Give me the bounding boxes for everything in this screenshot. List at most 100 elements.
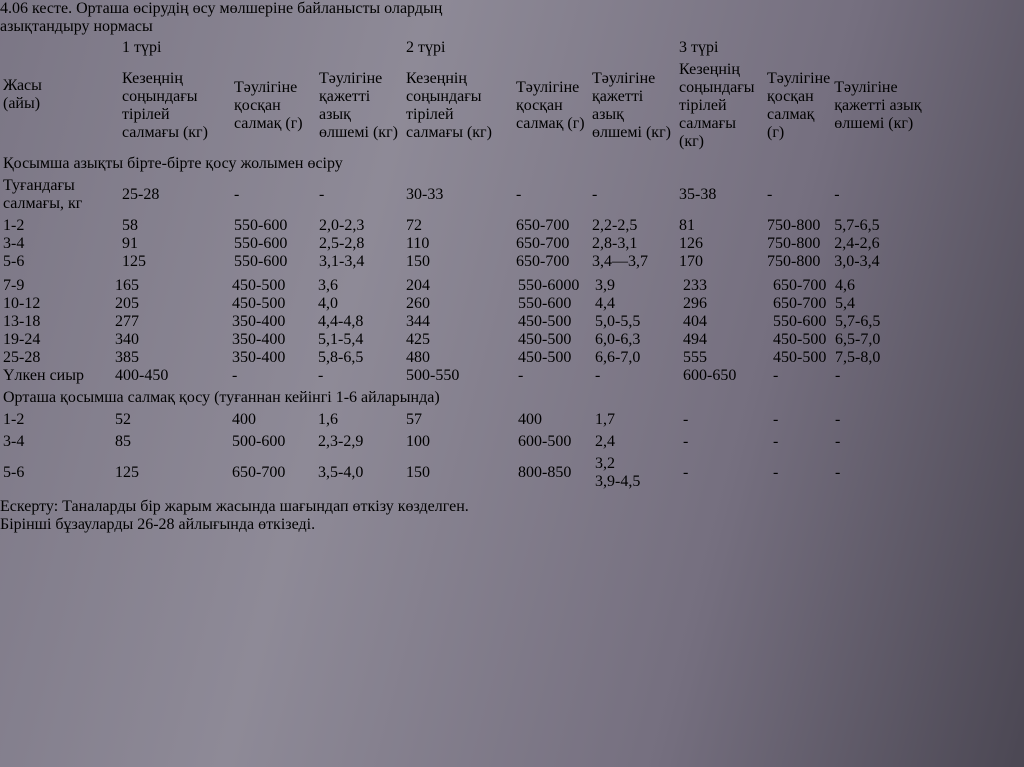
cell: 1,7 <box>595 411 615 428</box>
section-title-row: Орташа қосымша салмақ қосу (туғаннан кей… <box>2 388 936 408</box>
cell-group: 233 296 404 494 555 600-650 <box>683 277 737 384</box>
row-labels: 1-2 3-4 5-6 <box>3 217 25 270</box>
cell: 25-28 <box>122 186 160 203</box>
cell: 150 <box>406 464 430 481</box>
empty-cell <box>114 494 229 496</box>
cell-group: 650-700 650-700 650-700 <box>516 217 570 270</box>
table-row: Кезеңнің соңындағы тірілей салмағы (кг) … <box>2 60 943 152</box>
subheader-cell: Тәулігіне қосқан салмақ (г) <box>766 60 831 152</box>
cell-group: 58 91 125 <box>122 217 146 270</box>
table-row-group: 1-2 3-4 5-6 58 91 125 550-600 550-600 550-600 … <box>2 216 943 272</box>
cell: 35-38 <box>679 186 717 203</box>
background-top <box>0 0 1024 42</box>
empty-cell <box>231 494 315 496</box>
vertical-header-weight: Кезеңнің соңындағы тірілей салмағы (кг) <box>679 61 755 150</box>
age-header-line1: Жасы <box>3 77 42 94</box>
vertical-header-feed: Тәулігіне қажетті азық өлшемі (кг) <box>592 70 671 141</box>
cell-group: 72 110 150 <box>406 217 430 270</box>
vertical-header-feed: Тәулігіне қажетті азық өлшемі (кг) <box>834 79 922 132</box>
group-header-type3: 3 түрі <box>679 39 719 56</box>
cell: - <box>516 186 522 203</box>
cell-group: 550-6000 550-600 450-500 450-500 450-500- <box>518 277 580 384</box>
subheader-cell: Тәулігіне қосқан салмақ (г) <box>515 60 589 152</box>
table-row: Туғандағы салмағы, кг 25-28 - - 30-33 - … <box>2 176 943 214</box>
cell-group: 3,6 4,0 4,4-4,8 5,1-5,4 5,8-6,5- <box>318 277 364 384</box>
feeding-norms-table-lower: 7-9 10-12 13-18 19-24 25-28 Үлкен сиыр 165 205… <box>0 274 938 498</box>
cell: 400 <box>518 411 542 428</box>
cell: 400 <box>232 411 256 428</box>
table-row: 1-2 52 400 1,6 57 400 1,7 - - - <box>2 410 936 430</box>
row-labels: 7-9 10-12 13-18 19-24 25-28 Үлкен сиыр <box>3 277 84 384</box>
row-label: 1-2 <box>3 411 25 428</box>
cell-group: 81 126 170 <box>679 217 703 270</box>
content-panel-lower: 7-9 10-12 13-18 19-24 25-28 Үлкен сиыр 165 205… <box>0 274 1024 534</box>
section-title-row: Қосымша азықты бірте-бірте қосу жолымен … <box>2 154 943 174</box>
cell-group: 204 260 344 425 480 500-550 <box>406 277 460 384</box>
empty-cell <box>834 494 936 496</box>
cell: - <box>835 464 841 481</box>
table-row-group: 7-9 10-12 13-18 19-24 25-28 Үлкен сиыр 165 205… <box>2 276 936 386</box>
vertical-header-weight: Кезеңнің соңындағы тірілей салмағы (кг) <box>406 70 492 141</box>
footnote: Ескерту: Таналарды бір жарым жасында шағ… <box>0 498 1024 534</box>
cell: - <box>234 186 240 203</box>
cell-value: 3,2 <box>595 455 615 472</box>
cell: - <box>834 186 840 203</box>
empty-cell <box>2 494 112 496</box>
cell: - <box>767 186 773 203</box>
cell: 500-600 <box>232 433 286 450</box>
cell-group: 2,0-2,3 2,5-2,8 3,1-3,4 <box>319 217 365 270</box>
row-label: 5-6 <box>3 464 25 481</box>
section2-title: Орташа қосымша салмақ қосу (туғаннан кей… <box>3 389 440 406</box>
cell: 3,5-4,0 <box>318 464 364 481</box>
cell-group: 650-700 650-700 550-600 450-500 450-500- <box>773 277 827 384</box>
vertical-header-gain: Тәулігіне қосқан салмақ (г) <box>516 79 585 132</box>
cell: 57 <box>406 411 422 428</box>
table-row: 5-6 125 650-700 3,5-4,0 150 800-850 3,2 … <box>2 454 936 492</box>
caption-line1: 4.06 кесте. Орташа өсірудің өсу мөлшерін… <box>0 0 443 17</box>
cell: - <box>683 433 689 450</box>
cell: 800-850 <box>518 464 572 481</box>
subheader-cell: Кезеңнің соңындағы тірілей салмағы (кг) <box>405 60 513 152</box>
cell-group: 4,6 5,4 5,7-6,5 6,5-7,0 7,5-8,0- <box>835 277 881 384</box>
caption-line2: азықтандыру нормасы <box>0 18 153 35</box>
content-panel-upper: 4.06 кесте. Орташа өсірудің өсу мөлшерін… <box>0 0 1024 274</box>
empty-cell <box>594 494 680 496</box>
cell-group: 750-800 750-800 750-800 <box>767 217 821 270</box>
footnote-line2: Бірінші бұзауларды 26-28 айлығында өткіз… <box>0 516 316 533</box>
cell: - <box>773 433 779 450</box>
row-label: Туғандағы салмағы, кг <box>3 177 83 212</box>
cell: 2,3-2,9 <box>318 433 364 450</box>
cell-two-line: 3,2 3,9-4,5 <box>594 454 680 492</box>
cell: - <box>683 411 689 428</box>
subheader-cell: Кезеңнің соңындағы тірілей салмағы (кг) <box>678 60 764 152</box>
subheader-cell: Тәулігіне қажетті азық өлшемі (кг) <box>833 60 943 152</box>
cell: 52 <box>115 411 131 428</box>
feeding-norms-table-upper: Жасы (айы) 1 түрі 2 түрі 3 түрі Кезеңнің… <box>0 36 945 274</box>
footnote-text1: Таналарды бір жарым жасында шағындап өтк… <box>62 498 469 515</box>
empty-cell <box>772 494 832 496</box>
cell: - <box>592 186 598 203</box>
subheader-cell: Тәулігіне қажетті азық өлшемі (кг) <box>318 60 403 152</box>
age-header-cell: Жасы (айы) <box>2 38 119 152</box>
vertical-header-feed: Тәулігіне қажетті азық өлшемі (кг) <box>319 70 398 141</box>
cell: - <box>773 411 779 428</box>
cell-group: 550-600 550-600 550-600 <box>234 217 288 270</box>
cell: - <box>683 464 689 481</box>
cell-group: 165 205 277 340 385 400-450 <box>115 277 169 384</box>
cell-group: 5,7-6,5 2,4-2,6 3,0-3,4 <box>834 217 880 270</box>
cell-group: 3,9 4,4 5,0-5,5 6,0-6,3 6,6-7,0- <box>595 277 641 384</box>
cell-group: 450-500 450-500 350-400 350-400 350-400- <box>232 277 286 384</box>
empty-cell <box>317 494 403 496</box>
cell: 600-500 <box>518 433 572 450</box>
cell: - <box>835 411 841 428</box>
table-caption-clipped-line: 4.06 кесте. Орташа өсірудің өсу мөлшерін… <box>0 0 1024 18</box>
subheader-cell: Кезеңнің соңындағы тірілей салмағы (кг) <box>121 60 231 152</box>
footnote-line1: Ескерту: Таналарды бір жарым жасында шағ… <box>0 498 1024 516</box>
footnote-label: Ескерту: <box>0 498 59 515</box>
row-label: 3-4 <box>3 433 25 450</box>
cell: 85 <box>115 433 131 450</box>
vertical-header-gain: Тәулігіне қосқан салмақ (г) <box>234 79 303 132</box>
group-header-type1: 1 түрі <box>122 39 162 56</box>
table-row: 3-4 85 500-600 2,3-2,9 100 600-500 2,4 -… <box>2 432 936 452</box>
